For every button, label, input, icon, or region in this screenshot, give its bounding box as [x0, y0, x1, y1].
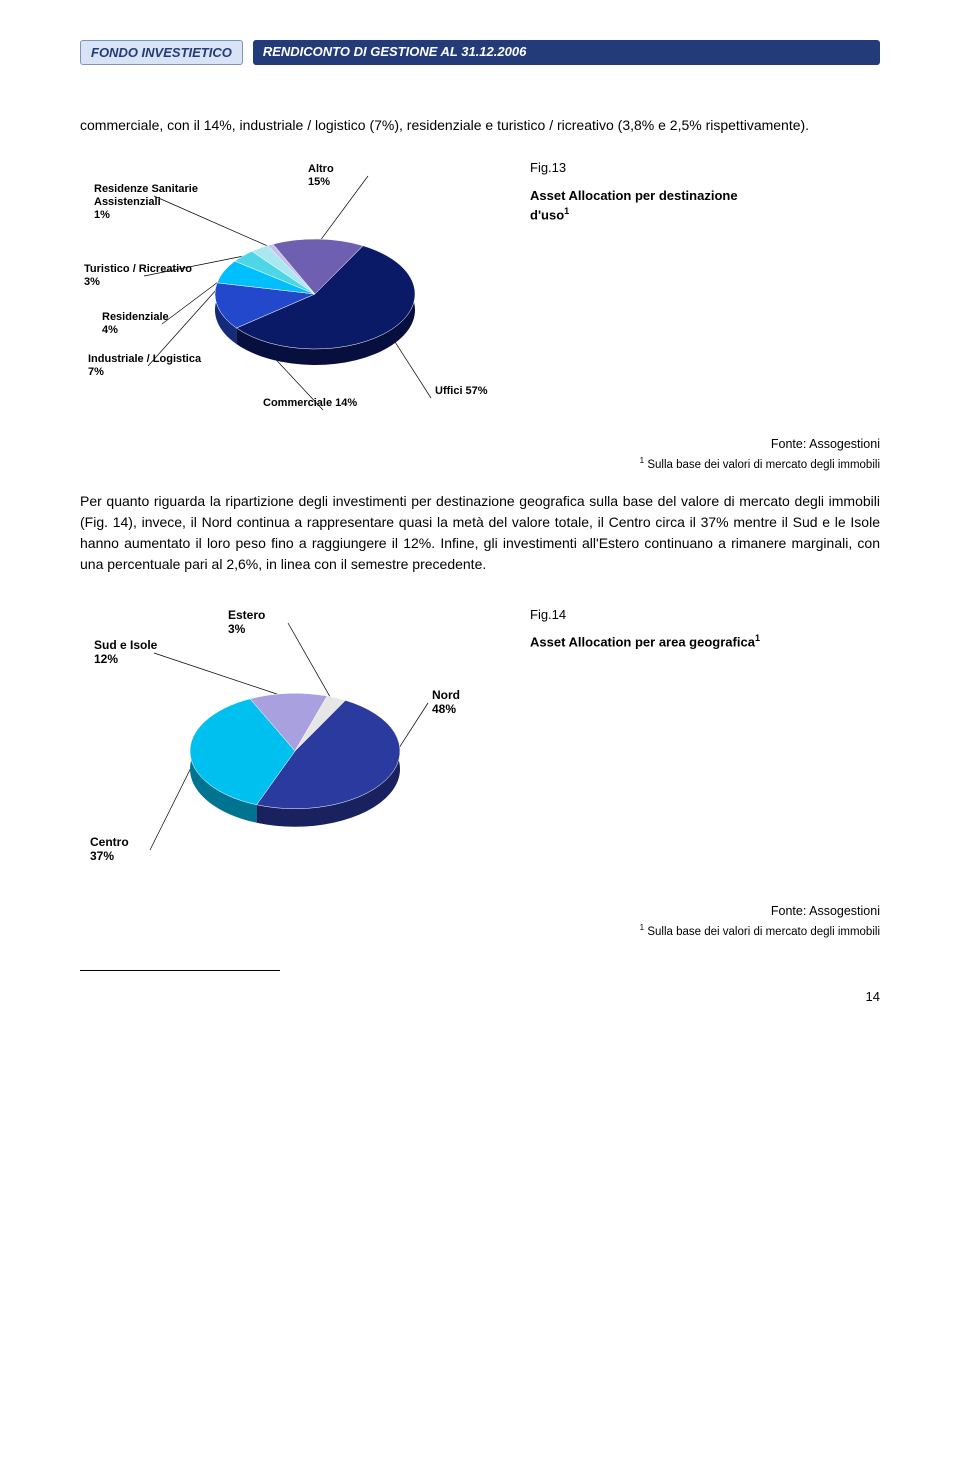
figure-13-row: Uffici 57% Commerciale 14% Industriale / L…: [80, 154, 880, 427]
svg-text:Commerciale 14%: Commerciale 14%: [263, 397, 357, 409]
svg-text:Residenziale4%: Residenziale4%: [102, 311, 169, 336]
banner-left: FONDO INVESTIETICO: [80, 40, 243, 65]
figure-13-footnote: 1 Sulla base dei valori di mercato degli…: [80, 455, 880, 473]
svg-text:Altro15%: Altro15%: [308, 163, 334, 188]
figure-14-footnote: 1 Sulla base dei valori di mercato degli…: [80, 922, 880, 940]
figure-13-caption: Fig.13 Asset Allocation per destinazione…: [530, 154, 880, 427]
banner-right: RENDICONTO DI GESTIONE AL 31.12.2006: [253, 40, 880, 65]
figure-14-title: Asset Allocation per area geografica1: [530, 632, 880, 652]
svg-text:Turistico / Ricreativo3%: Turistico / Ricreativo3%: [84, 263, 192, 288]
figure-13-source: Fonte: Assogestioni: [80, 437, 880, 451]
svg-text:Residenze SanitarieAssistenzia: Residenze SanitarieAssistenziali1%: [94, 183, 198, 221]
footnote-rule: [80, 970, 280, 971]
figure-14-chart: Nord48% Centro37% Sud e Isole12% Estero3%: [80, 601, 510, 894]
figure-13-chart: Uffici 57% Commerciale 14% Industriale / L…: [80, 154, 510, 427]
svg-text:Centro37%: Centro37%: [90, 835, 129, 863]
svg-text:Sud e Isole12%: Sud e Isole12%: [94, 638, 158, 666]
figure-14-row: Nord48% Centro37% Sud e Isole12% Estero3% F…: [80, 601, 880, 894]
paragraph-2: Per quanto riguarda la ripartizione degl…: [80, 491, 880, 575]
svg-text:Nord48%: Nord48%: [432, 688, 460, 716]
figure-14-source: Fonte: Assogestioni: [80, 904, 880, 918]
page-number: 14: [80, 989, 880, 1004]
pie-chart-2: Nord48% Centro37% Sud e Isole12% Estero3%: [80, 601, 510, 891]
svg-text:Industriale / Logistica7%: Industriale / Logistica7%: [88, 353, 202, 378]
header-banner: FONDO INVESTIETICO RENDICONTO DI GESTION…: [80, 40, 880, 65]
pie-chart-1: Uffici 57% Commerciale 14% Industriale / L…: [80, 154, 510, 424]
figure-14-caption: Fig.14 Asset Allocation per area geograf…: [530, 601, 880, 894]
figure-13-number: Fig.13: [530, 158, 880, 178]
figure-13-title: Asset Allocation per destinazione d'uso1: [530, 186, 880, 225]
paragraph-1: commerciale, con il 14%, industriale / l…: [80, 115, 880, 136]
figure-14-number: Fig.14: [530, 605, 880, 625]
svg-text:Estero3%: Estero3%: [228, 608, 265, 636]
svg-text:Uffici 57%: Uffici 57%: [435, 385, 488, 397]
